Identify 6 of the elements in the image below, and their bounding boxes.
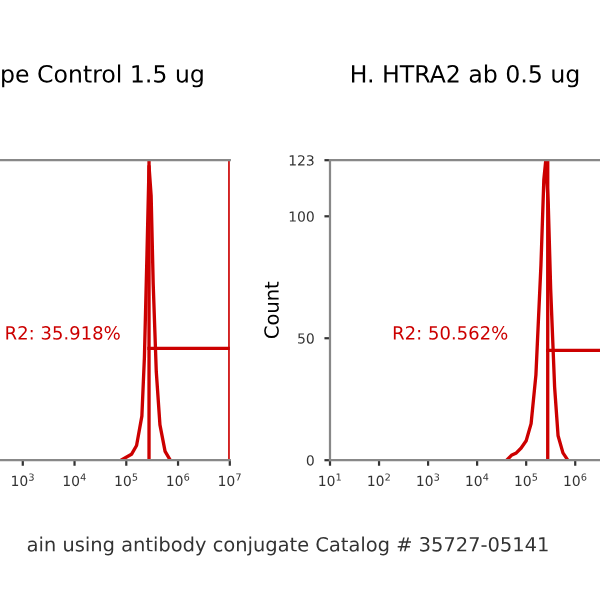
annotation: R2: 35.918% [6,326,120,340]
y-axis-title: Count [264,281,279,338]
text: ain using antibody conjugate Catalog # 35727-05141 [27,536,548,556]
chart-title: H. HTRA2 ab 0.5 ug [352,64,579,88]
chart-title: pe Control 1.5 ug [2,64,203,88]
annotation: R2: 50.562% [393,326,508,340]
